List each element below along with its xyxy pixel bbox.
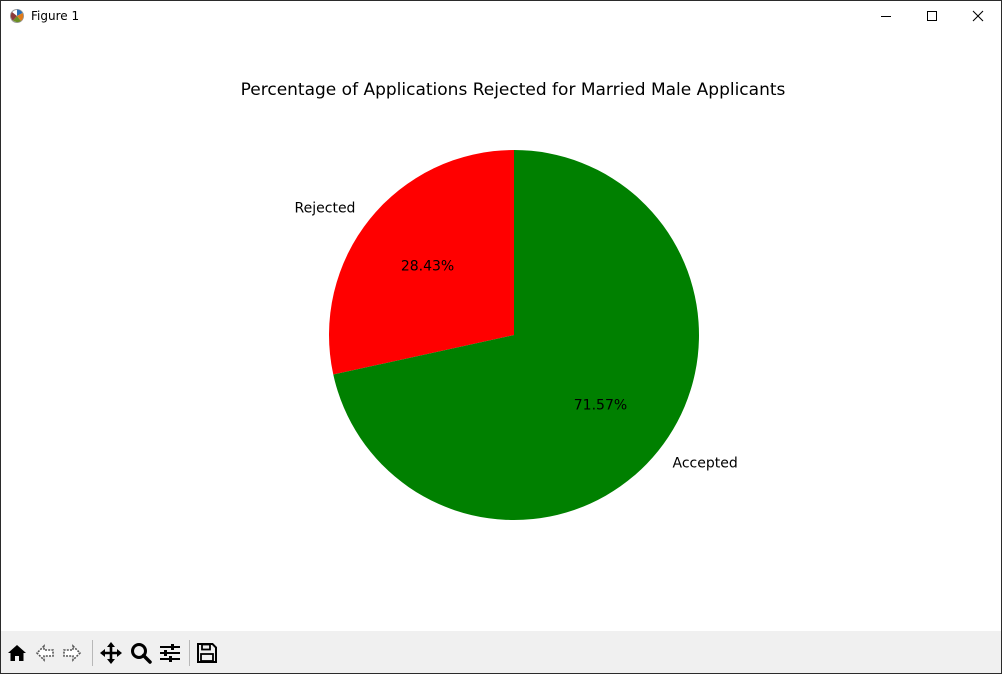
close-icon xyxy=(972,10,984,22)
save-button[interactable] xyxy=(194,640,220,666)
maximize-icon xyxy=(926,10,938,22)
figure-canvas[interactable]: Percentage of Applications Rejected for … xyxy=(1,31,1001,631)
configure-subplots-button[interactable] xyxy=(157,640,183,666)
maximize-button[interactable] xyxy=(909,1,955,31)
pie-slice-rejected xyxy=(329,150,514,375)
chart-title: Percentage of Applications Rejected for … xyxy=(241,80,786,100)
title-bar[interactable]: Figure 1 xyxy=(1,1,1001,31)
slice-percent-rejected: 28.43% xyxy=(401,258,454,274)
back-arrow-icon xyxy=(34,642,56,664)
pan-button[interactable] xyxy=(98,640,124,666)
slice-label-rejected: Rejected xyxy=(295,200,356,216)
close-button[interactable] xyxy=(955,1,1001,31)
toolbar-separator xyxy=(189,640,190,666)
toolbar-separator xyxy=(92,640,93,666)
zoom-button[interactable] xyxy=(128,640,154,666)
pie-chart: Percentage of Applications Rejected for … xyxy=(241,80,786,520)
save-icon xyxy=(196,642,218,664)
minimize-button[interactable] xyxy=(863,1,909,31)
forward-button[interactable] xyxy=(59,640,85,666)
navigation-toolbar xyxy=(1,631,1001,673)
sliders-icon xyxy=(158,641,182,665)
home-button[interactable] xyxy=(4,640,30,666)
zoom-icon xyxy=(129,641,153,665)
pie-slice-accepted xyxy=(333,150,699,520)
window-title: Figure 1 xyxy=(31,9,80,23)
slice-label-accepted: Accepted xyxy=(673,456,738,472)
home-icon xyxy=(6,642,28,664)
minimize-icon xyxy=(880,10,892,22)
back-button[interactable] xyxy=(32,640,58,666)
matplotlib-figure-icon xyxy=(9,7,27,25)
forward-arrow-icon xyxy=(61,642,83,664)
slice-percent-accepted: 71.57% xyxy=(574,398,627,414)
move-icon xyxy=(99,641,123,665)
